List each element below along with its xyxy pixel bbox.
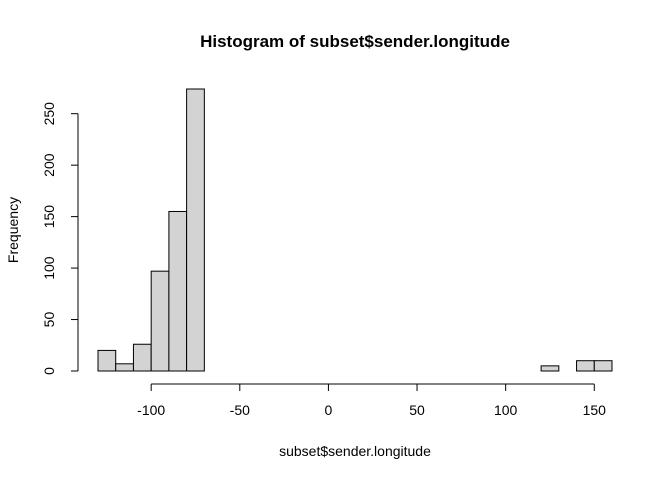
y-axis-label: Frequency (5, 197, 21, 263)
x-tick-label-1: -50 (230, 402, 250, 418)
chart-title: Histogram of subset$sender.longitude (200, 32, 510, 51)
y-tick-label-1: 50 (41, 312, 57, 328)
histogram-bar-4 (168, 210, 188, 372)
histogram-bar-27 (576, 360, 595, 372)
histogram-bar-5 (186, 88, 205, 372)
histogram-bar-0 (97, 349, 117, 372)
x-tick-label-5: 150 (583, 402, 607, 418)
histogram-bar-3 (150, 270, 170, 372)
y-tick-label-4: 200 (41, 153, 57, 177)
histogram-bar-1 (115, 363, 134, 372)
x-tick-label-3: 50 (409, 402, 425, 418)
x-tick-label-2: 0 (325, 402, 333, 418)
bars-group (97, 88, 613, 372)
x-tick-label-0: -100 (137, 402, 165, 418)
histogram-bar-2 (132, 343, 152, 372)
y-tick-label-3: 150 (41, 205, 57, 229)
y-tick-label-5: 250 (41, 102, 57, 126)
y-tick-label-2: 100 (41, 256, 57, 280)
histogram-bar-28 (593, 360, 613, 372)
histogram-bar-25 (540, 365, 560, 372)
x-tick-label-4: 100 (494, 402, 518, 418)
y-tick-label-0: 0 (41, 367, 57, 375)
x-axis: -100 -50 0 50 100 150 (137, 383, 607, 418)
y-axis: 0 50 100 150 200 250 (41, 102, 79, 375)
x-axis-label: subset$sender.longitude (279, 443, 431, 459)
